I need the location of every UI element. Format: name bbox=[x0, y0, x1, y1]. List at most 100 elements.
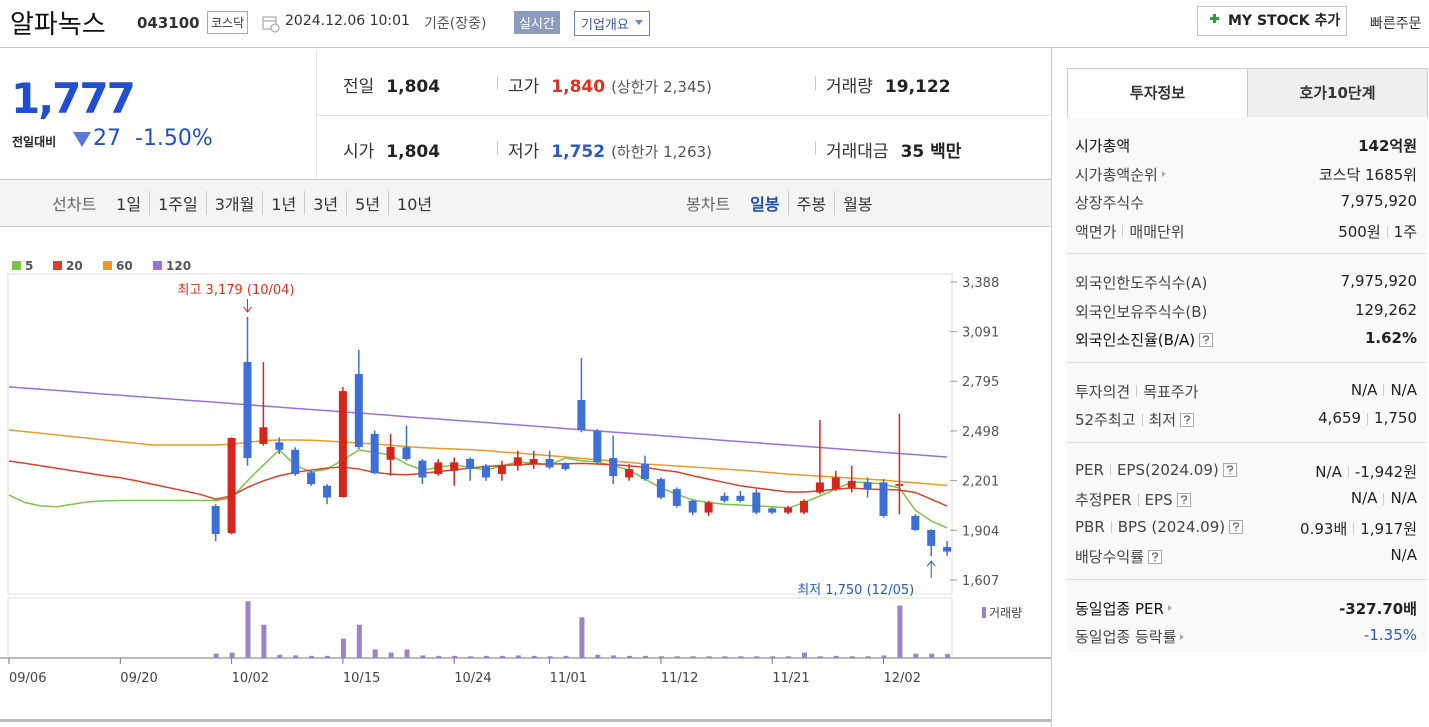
candle-body bbox=[625, 469, 634, 478]
quote-separator bbox=[815, 141, 816, 155]
down-triangle bbox=[73, 132, 91, 147]
info-text: 7,975,920 bbox=[1340, 192, 1417, 210]
volume-bar bbox=[690, 656, 696, 658]
datetime: 2024.12.06 10:01 bbox=[285, 13, 410, 29]
info-label: PER EPS(2024.09) bbox=[1075, 461, 1237, 479]
candle-body bbox=[895, 484, 904, 486]
period-tab[interactable]: 월봉 bbox=[834, 191, 880, 215]
y-tick-label: 2,201 bbox=[962, 475, 999, 490]
quote-sub: (하한가 1,263) bbox=[611, 143, 712, 161]
period-tab[interactable]: 3개월 bbox=[205, 191, 263, 215]
info-text: 외국인보유주식수(B) bbox=[1075, 302, 1208, 321]
help-icon[interactable] bbox=[1199, 332, 1214, 347]
info-text: -327.70배 bbox=[1339, 599, 1417, 618]
info-value: 0.93배 1,917원 bbox=[1300, 518, 1417, 539]
company-info-button[interactable]: 기업개요 bbox=[574, 11, 650, 36]
candle-body bbox=[641, 464, 649, 480]
period-tab[interactable]: 5년 bbox=[346, 191, 388, 215]
info-text: 1,750 bbox=[1374, 409, 1417, 427]
part-separator bbox=[1137, 493, 1139, 506]
quote-divider bbox=[316, 115, 1051, 116]
period-tab[interactable]: 1일 bbox=[116, 195, 142, 214]
my-stock-button[interactable]: MY STOCK 추가 bbox=[1197, 6, 1347, 36]
legend-label: 5 bbox=[25, 259, 33, 273]
volume-bar bbox=[468, 656, 474, 658]
legend-label: 20 bbox=[66, 259, 83, 273]
info-text: 매매단위 bbox=[1129, 222, 1185, 241]
info-text: 500원 bbox=[1338, 222, 1381, 241]
volume-bar bbox=[929, 653, 935, 658]
info-label: 시가총액순위 bbox=[1075, 164, 1166, 185]
candle-body bbox=[354, 374, 363, 447]
info-text: 142억원 bbox=[1358, 137, 1417, 155]
candle-body bbox=[561, 464, 570, 470]
my-stock-label: MY STOCK 추가 bbox=[1228, 13, 1341, 29]
candle-body bbox=[450, 462, 459, 471]
period-tab[interactable]: 일봉 bbox=[750, 195, 780, 214]
y-tick-label: 2,498 bbox=[962, 425, 999, 440]
link-arrow[interactable] bbox=[1180, 633, 1185, 640]
help-icon[interactable] bbox=[1176, 492, 1191, 507]
x-tick-label: 12/02 bbox=[884, 671, 921, 686]
candle-body bbox=[800, 500, 808, 513]
period-tab[interactable]: 주봉 bbox=[787, 191, 834, 215]
help-icon[interactable] bbox=[1148, 549, 1163, 564]
info-text: 52주최고 bbox=[1075, 411, 1136, 429]
candle-body bbox=[863, 482, 872, 490]
info-value: 코스닥 1685위 bbox=[1319, 164, 1417, 185]
stock-code: 043100 bbox=[137, 14, 200, 32]
info-text: 외국인소진율(B/A) bbox=[1075, 331, 1196, 349]
quote-separator bbox=[497, 76, 498, 90]
info-text: 동일업종 등락률 bbox=[1075, 628, 1177, 646]
help-icon[interactable] bbox=[1229, 519, 1244, 534]
volume-bar bbox=[881, 655, 887, 658]
candle-body bbox=[609, 458, 618, 477]
info-text: 1,917원 bbox=[1360, 519, 1417, 538]
realtime-badge: 실시간 bbox=[514, 11, 560, 34]
period-tab[interactable]: 3년 bbox=[304, 191, 346, 215]
header-divider bbox=[0, 47, 1429, 48]
volume-legend-swatch bbox=[982, 607, 986, 618]
volume-bar bbox=[261, 624, 267, 658]
high-arrow bbox=[243, 298, 252, 313]
help-icon[interactable] bbox=[1180, 412, 1195, 427]
stock-chart: 3,388 3,091 2,795 2,498 2,201 1,904 1,607 09/06… bbox=[0, 259, 1051, 686]
period-tab[interactable]: 1년 bbox=[262, 191, 304, 215]
dropdown-arrow bbox=[634, 20, 643, 25]
x-tick-label: 10/15 bbox=[343, 671, 380, 686]
down-triangle bbox=[73, 132, 91, 147]
quote-separator bbox=[815, 76, 816, 90]
volume-bar bbox=[865, 656, 871, 658]
volume-bar bbox=[802, 652, 807, 658]
link-arrow[interactable] bbox=[1167, 605, 1172, 611]
volume-bar bbox=[547, 656, 553, 658]
panel-divider bbox=[1051, 48, 1052, 727]
link-arrow[interactable] bbox=[1161, 171, 1166, 177]
candle-body bbox=[482, 465, 490, 478]
candle-body bbox=[211, 506, 220, 534]
info-value: N/A bbox=[1390, 546, 1417, 564]
info-value: 4,659 1,750 bbox=[1318, 409, 1417, 427]
info-text: 목표주가 bbox=[1143, 382, 1199, 401]
volume-bar bbox=[229, 652, 235, 658]
candle-body bbox=[736, 495, 745, 501]
volume-bar bbox=[643, 655, 648, 658]
volume-bar bbox=[356, 624, 362, 658]
volume-bar bbox=[325, 655, 330, 658]
volume-bar bbox=[277, 654, 283, 658]
part-separator bbox=[1386, 226, 1388, 238]
period-tab[interactable]: 1주일 bbox=[149, 191, 206, 215]
period-tab[interactable]: 10년 bbox=[388, 191, 440, 215]
quick-order[interactable]: 빠른주문 bbox=[1370, 16, 1422, 32]
section-divider bbox=[1067, 578, 1427, 580]
change-rate: -1.50% bbox=[135, 126, 213, 151]
volume-bar bbox=[515, 655, 521, 658]
x-tick-label: 11/12 bbox=[661, 671, 698, 686]
x-tick-label: 10/02 bbox=[232, 671, 269, 686]
volume-bar bbox=[452, 655, 458, 658]
info-value: 129,262 bbox=[1355, 301, 1417, 319]
info-tab[interactable]: 호가10단계 bbox=[1247, 68, 1428, 118]
help-icon[interactable] bbox=[1222, 462, 1237, 477]
info-text: 상장주식수 bbox=[1075, 194, 1145, 212]
info-tab[interactable]: 투자정보 bbox=[1067, 68, 1248, 118]
